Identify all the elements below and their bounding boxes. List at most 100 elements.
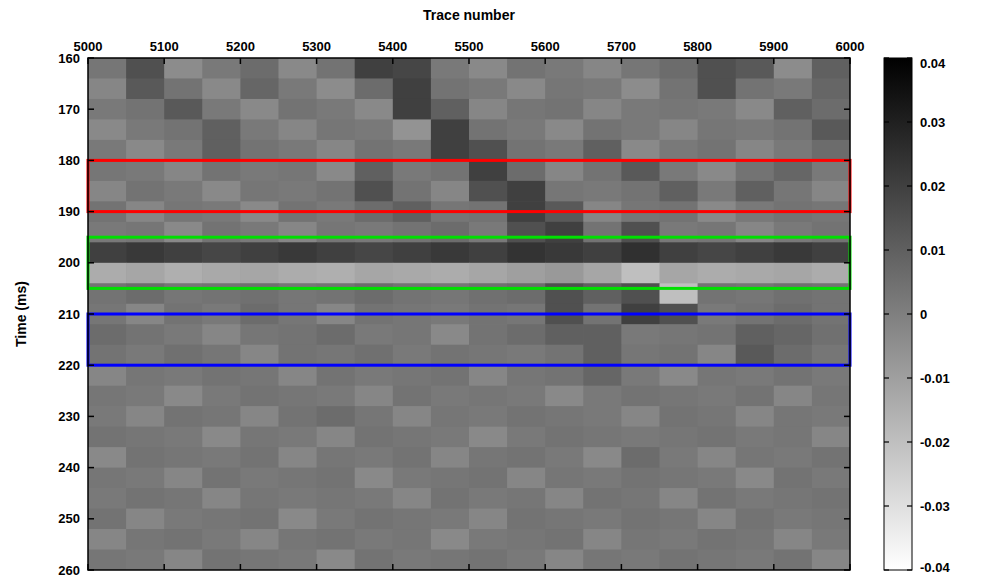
cell: [507, 386, 546, 407]
cell: [393, 324, 432, 345]
cell: [469, 550, 508, 570]
cell: [774, 140, 813, 161]
cell: [507, 488, 546, 509]
cell: [240, 365, 279, 386]
cell: [736, 509, 775, 530]
cell: [736, 345, 775, 366]
cell: [698, 468, 737, 489]
cell: [164, 119, 203, 140]
cell: [355, 345, 394, 366]
cell: [507, 119, 546, 140]
y-tick-label: 260: [58, 563, 80, 578]
cell: [469, 345, 508, 366]
cell: [621, 324, 660, 345]
cell: [202, 283, 241, 304]
y-tick: [844, 57, 850, 59]
cell: [621, 78, 660, 99]
colorbar-tick-label: 0.02: [920, 179, 945, 194]
cell: [507, 509, 546, 530]
cell: [545, 160, 584, 181]
cell: [431, 119, 470, 140]
cell: [774, 78, 813, 99]
cell: [164, 283, 203, 304]
cell: [660, 160, 699, 181]
cell: [698, 263, 737, 284]
cell: [279, 488, 318, 509]
cell: [355, 78, 394, 99]
colorbar-tick: [884, 249, 889, 250]
y-tick-label: 250: [58, 511, 80, 526]
y-tick: [844, 518, 850, 520]
cell: [469, 242, 508, 263]
cell: [202, 345, 241, 366]
cell: [88, 119, 127, 140]
cell: [660, 181, 699, 202]
cell: [126, 365, 165, 386]
cell: [469, 324, 508, 345]
cell: [317, 160, 356, 181]
cell: [393, 488, 432, 509]
x-tick-label: 5700: [607, 39, 636, 54]
cell: [317, 365, 356, 386]
cell: [583, 488, 622, 509]
cell: [774, 99, 813, 120]
cell: [240, 181, 279, 202]
cell: [583, 468, 622, 489]
cell: [164, 242, 203, 263]
cell: [393, 283, 432, 304]
y-tick: [88, 313, 94, 315]
cell: [240, 119, 279, 140]
x-tick: [849, 58, 851, 64]
cell: [355, 509, 394, 530]
cell: [660, 365, 699, 386]
cell: [88, 509, 127, 530]
cell: [88, 263, 127, 284]
cell: [317, 242, 356, 263]
cell: [431, 263, 470, 284]
cell: [240, 447, 279, 468]
cell: [126, 181, 165, 202]
colorbar-tick: [907, 313, 912, 314]
cell: [431, 386, 470, 407]
cell: [164, 488, 203, 509]
cell: [774, 488, 813, 509]
cell: [698, 386, 737, 407]
cell: [355, 365, 394, 386]
colorbar-tick-label: 0.04: [920, 56, 946, 71]
cell: [736, 529, 775, 550]
x-tick-label: 5200: [226, 39, 255, 54]
cell: [202, 242, 241, 263]
cell: [507, 140, 546, 161]
cell: [736, 263, 775, 284]
cell: [812, 263, 850, 284]
cell: [240, 406, 279, 427]
cell: [88, 160, 127, 181]
cell: [202, 447, 241, 468]
y-tick: [88, 160, 94, 162]
cell: [279, 263, 318, 284]
cell: [240, 386, 279, 407]
cell: [736, 99, 775, 120]
cell: [355, 468, 394, 489]
x-tick: [697, 58, 699, 64]
x-tick-label: 6000: [836, 39, 865, 54]
y-tick: [88, 262, 94, 264]
cell: [698, 427, 737, 448]
cell: [279, 58, 318, 79]
colorbar-tick: [907, 377, 912, 378]
x-tick: [849, 564, 851, 570]
cell: [698, 283, 737, 304]
cell: [698, 222, 737, 243]
cell: [507, 181, 546, 202]
cell: [621, 488, 660, 509]
annotation-box: [88, 160, 850, 211]
cell: [812, 324, 850, 345]
cell: [660, 550, 699, 570]
y-tick: [88, 518, 94, 520]
cell: [507, 447, 546, 468]
cell: [317, 58, 356, 79]
cell: [279, 78, 318, 99]
cell: [393, 78, 432, 99]
x-tick-label: 5500: [455, 39, 484, 54]
cell: [621, 365, 660, 386]
